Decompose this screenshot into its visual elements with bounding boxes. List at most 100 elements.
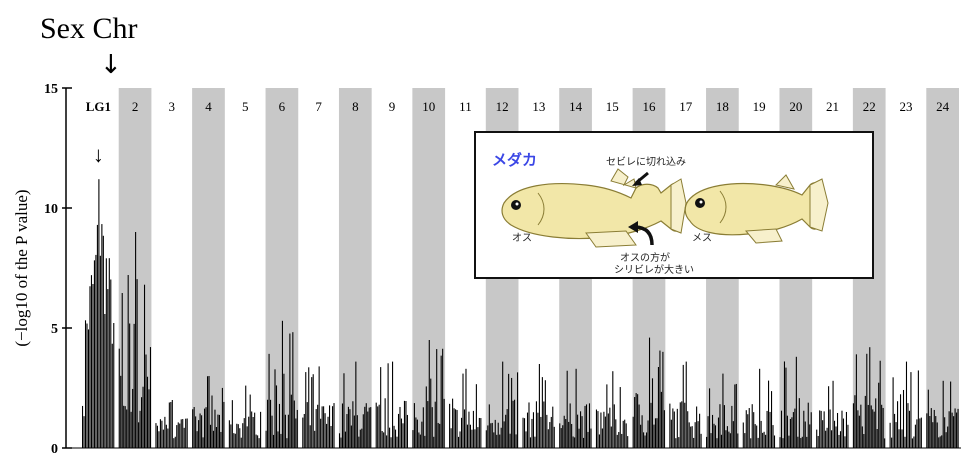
bar-18-10 <box>720 434 722 448</box>
bar-9-11 <box>392 361 394 448</box>
bar-13-2 <box>525 431 527 448</box>
bar-15-4 <box>601 428 603 448</box>
bar-22-11 <box>869 347 871 448</box>
bar-14-14 <box>580 411 582 448</box>
bar-2-4 <box>124 406 126 448</box>
bar-22-20 <box>882 407 884 448</box>
bar-20-2 <box>782 438 784 448</box>
bar-2-7 <box>129 323 131 448</box>
bar-12-13 <box>505 414 507 448</box>
bar-16-18 <box>659 350 661 448</box>
bar-14-9 <box>572 436 574 448</box>
bar-16-6 <box>641 415 643 448</box>
bar-8-17 <box>364 406 366 448</box>
bar-22-18 <box>879 360 881 448</box>
bar-7-11 <box>318 366 320 448</box>
bar-12-8 <box>497 422 499 448</box>
bar-3-14 <box>176 425 178 448</box>
bar-16-0 <box>632 416 634 448</box>
bar-4-17 <box>217 414 219 448</box>
bar-16-4 <box>638 404 640 448</box>
bar-16-15 <box>654 418 657 448</box>
bar-16-9 <box>646 432 648 448</box>
bar-9-8 <box>387 363 389 448</box>
bar-8-19 <box>367 411 369 448</box>
bar-4-1 <box>193 407 195 448</box>
shade-24 <box>926 88 959 448</box>
bar-21-20 <box>845 411 847 448</box>
bar-14-20 <box>588 403 591 448</box>
bar-16-8 <box>644 435 646 448</box>
bar-LG1-14 <box>102 235 104 448</box>
bar-14-17 <box>584 405 586 448</box>
bar-22-4 <box>858 415 860 448</box>
bar-18-21 <box>737 433 739 448</box>
bar-4-15 <box>214 409 216 448</box>
bar-15-15 <box>618 432 620 448</box>
bar-20-3 <box>783 361 786 448</box>
bar-11-12 <box>466 424 469 448</box>
bar-20-12 <box>797 436 799 448</box>
bar-16-21 <box>663 410 665 448</box>
bar-24-20 <box>956 412 958 448</box>
bar-6-4 <box>271 415 273 448</box>
group-label-21: 21 <box>826 99 839 114</box>
bar-6-14 <box>286 438 288 448</box>
bar-5-11 <box>245 385 247 448</box>
bar-6-10 <box>280 433 282 448</box>
bar-19-7 <box>753 412 755 448</box>
bar-19-18 <box>769 411 771 448</box>
bar-2-3 <box>123 405 125 448</box>
bar-9-19 <box>403 400 405 448</box>
bar-9-17 <box>400 418 403 448</box>
bar-5-0 <box>228 420 230 448</box>
bar-8-3 <box>343 373 345 448</box>
bar-2-5 <box>126 409 128 448</box>
bar-19-12 <box>760 420 762 448</box>
bar-4-19 <box>220 431 222 448</box>
bar-11-16 <box>472 410 474 448</box>
bar-5-17 <box>254 412 256 448</box>
bar-10-15 <box>434 401 436 448</box>
bar-5-8 <box>240 437 242 448</box>
female-label: メス <box>692 233 712 244</box>
bar-5-5 <box>236 423 238 448</box>
bar-18-20 <box>735 383 737 448</box>
bar-20-13 <box>798 398 800 448</box>
bar-13-9 <box>535 401 537 448</box>
bar-24-11 <box>942 380 944 448</box>
bar-8-16 <box>362 414 364 448</box>
bar-8-4 <box>344 431 346 448</box>
bar-20-4 <box>785 367 787 448</box>
bar-11-14 <box>469 424 471 448</box>
bar-10-8 <box>424 435 426 448</box>
bar-19-2 <box>745 410 747 448</box>
bar-9-4 <box>381 431 383 448</box>
bar-15-1 <box>597 411 599 448</box>
bar-17-14 <box>690 426 692 448</box>
peak-arrow-icon: ↓ <box>93 142 104 167</box>
bar-5-1 <box>230 424 232 448</box>
bar-23-12 <box>907 403 909 448</box>
bar-14-10 <box>574 437 576 448</box>
bar-10-12 <box>430 378 432 448</box>
bar-24-9 <box>939 436 941 448</box>
bar-15-21 <box>627 436 629 448</box>
bar-15-12 <box>613 404 615 448</box>
bar-9-9 <box>389 427 391 448</box>
bar-2-2 <box>121 293 123 448</box>
bar-11-5 <box>456 410 458 448</box>
bar-21-7 <box>826 427 828 448</box>
bar-8-6 <box>347 406 349 448</box>
y-axis: 0 5 10 15 <box>44 82 961 456</box>
bar-23-5 <box>897 401 899 448</box>
bar-7-4 <box>308 367 310 448</box>
bar-24-5 <box>933 409 935 448</box>
bar-17-20 <box>699 413 701 448</box>
fin-notch-arrowhead-icon <box>632 178 642 186</box>
bar-9-21 <box>406 414 408 448</box>
bar-11-7 <box>459 431 461 448</box>
bar-2-13 <box>138 422 140 448</box>
bar-11-1 <box>450 428 452 448</box>
bar-11-6 <box>458 436 460 448</box>
